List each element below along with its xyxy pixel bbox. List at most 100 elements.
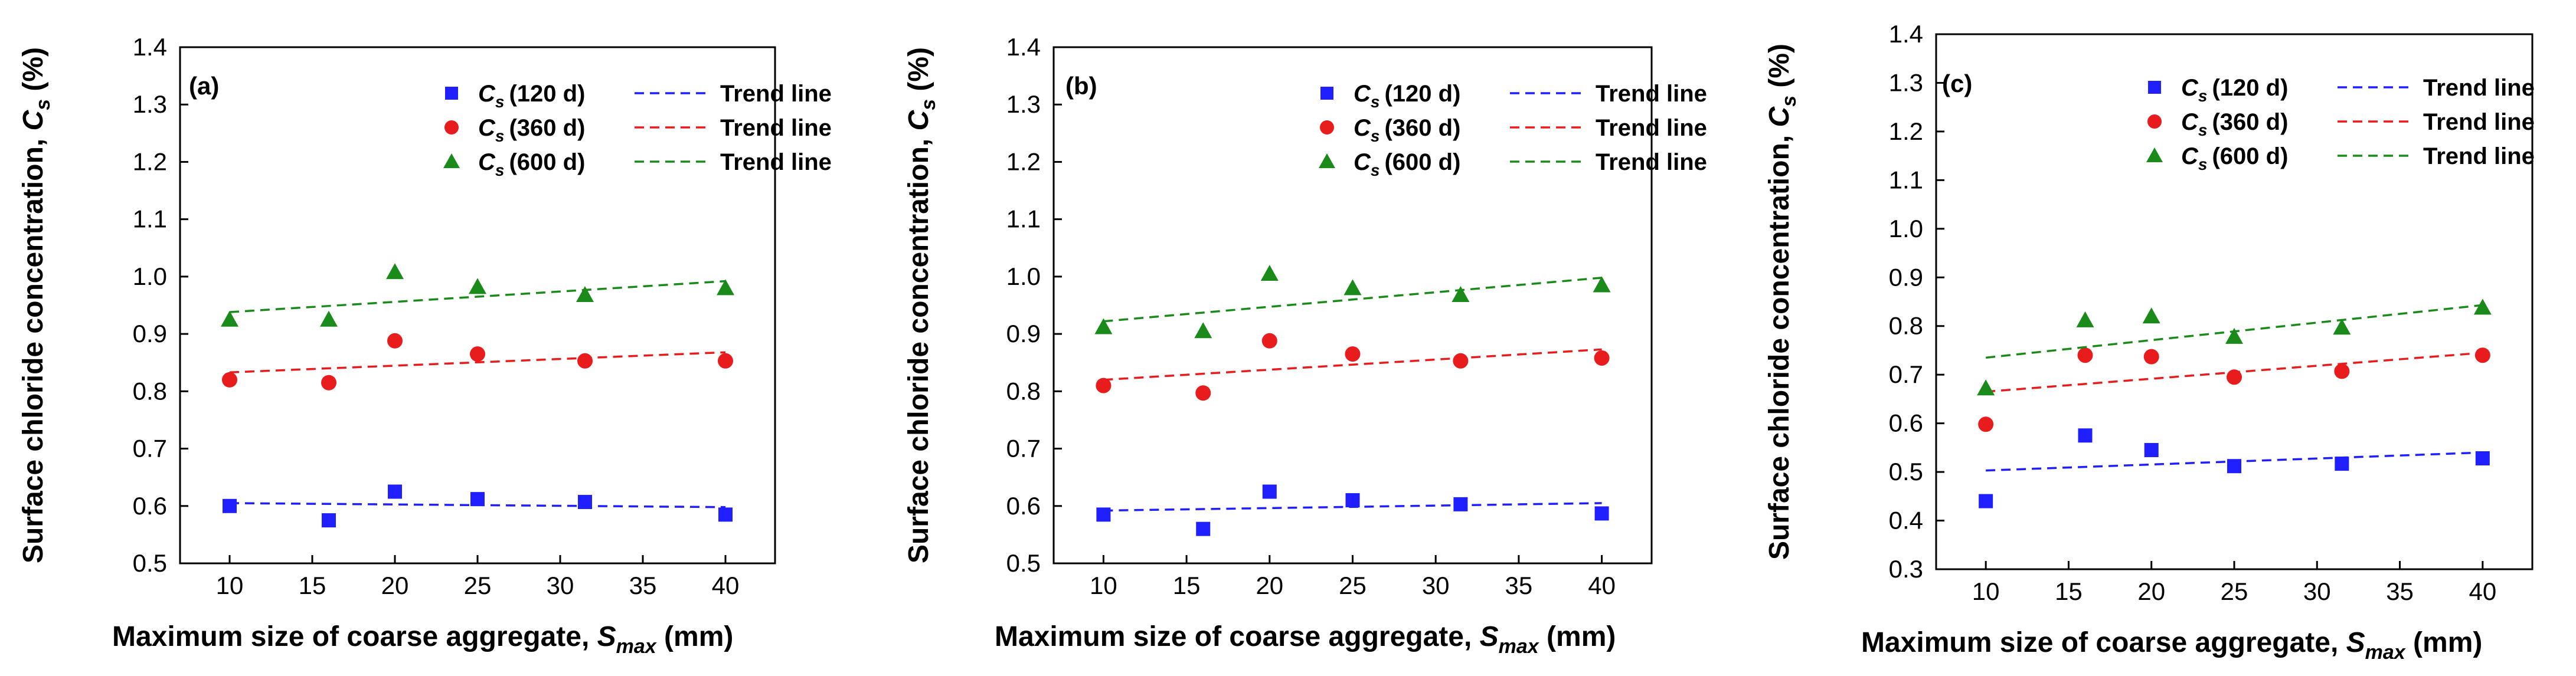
y-tick-label: 0.3 (1889, 555, 1923, 583)
y-tick-label: 1.4 (1006, 33, 1041, 61)
data-point-s600 (1343, 279, 1362, 296)
x-tick-label: 20 (2137, 577, 2165, 605)
data-point-s120 (1262, 484, 1277, 499)
legend-label-s600: Cs (600 d) (2181, 143, 2288, 173)
x-tick-label: 15 (1173, 572, 1201, 599)
x-axis-title: Maximum size of coarse aggregate, Smax (… (995, 621, 1616, 658)
x-tick-label: 40 (1588, 572, 1616, 599)
y-axis-title: Surface chloride concentration, Cs (%) (1764, 44, 1800, 560)
data-point-s360 (1594, 350, 1610, 366)
y-tick-label: 1.0 (1889, 215, 1923, 242)
data-point-s600 (221, 310, 238, 327)
data-point-s600 (1452, 286, 1470, 302)
data-point-s120 (1345, 493, 1360, 508)
y-tick-label: 1.0 (133, 262, 167, 290)
data-point-s360 (387, 333, 403, 349)
panel-label: (b) (1065, 72, 1097, 100)
y-tick-label: 0.8 (1889, 312, 1923, 340)
data-point-s120 (322, 513, 336, 528)
chart-panel-3: 10 15 20 25 30 35 40 0.3 0.4 0.5 0.6 0.7 0.8 0.9 1.0 1.… (1764, 20, 2535, 664)
x-axis-title: Maximum size of coarse aggregate, Smax (… (1861, 627, 2482, 664)
data-point-s120 (223, 498, 237, 513)
data-point-s120 (718, 507, 733, 522)
legend-trend-label: Trend line (2423, 143, 2535, 169)
data-point-s360 (222, 372, 237, 388)
legend-marker-s600 (1319, 153, 1335, 168)
x-tick-label: 10 (216, 572, 244, 599)
data-point-s600 (1094, 318, 1113, 334)
y-tick-label: 1.1 (1006, 205, 1041, 233)
x-tick-label: 30 (2303, 577, 2331, 605)
data-point-s120 (2227, 459, 2241, 474)
legend-trend-label: Trend line (1596, 149, 1707, 175)
legend-trend-label: Trend line (720, 149, 832, 175)
y-tick-label: 1.4 (133, 33, 167, 61)
legend-marker-s600 (2146, 147, 2163, 162)
data-point-s600 (386, 263, 404, 280)
data-point-s360 (2077, 347, 2093, 363)
legend-trend-label: Trend line (1596, 115, 1707, 141)
y-tick-label: 0.9 (1006, 320, 1041, 347)
y-tick-label: 0.6 (1006, 492, 1041, 520)
trend-line-s600 (229, 280, 726, 313)
data-point-s120 (388, 484, 402, 499)
y-tick-label: 0.8 (133, 377, 167, 405)
y-tick-label: 0.7 (1006, 435, 1041, 462)
y-tick-label: 1.3 (1006, 90, 1041, 118)
x-tick-label: 30 (1422, 572, 1450, 599)
y-tick-label: 0.6 (133, 492, 167, 520)
legend-marker-s120 (2148, 81, 2161, 94)
data-point-s600 (717, 279, 734, 296)
data-point-s360 (2143, 349, 2159, 365)
x-tick-label: 20 (1256, 572, 1283, 599)
data-point-s360 (321, 375, 336, 390)
x-tick-label: 30 (547, 572, 574, 599)
y-tick-label: 1.3 (133, 90, 167, 118)
data-point-s600 (2076, 311, 2094, 327)
y-tick-label: 0.6 (1889, 409, 1923, 437)
y-tick-label: 1.1 (1889, 166, 1923, 193)
y-tick-label: 0.8 (1006, 377, 1041, 405)
plot-frame (179, 46, 776, 565)
panel-label: (c) (1942, 70, 1972, 97)
x-tick-label: 35 (629, 572, 657, 599)
legend-label-s120: Cs (120 d) (2181, 75, 2288, 105)
data-point-s360 (1978, 416, 1994, 432)
data-point-s600 (576, 286, 594, 302)
trend-line-s360 (1103, 348, 1602, 381)
data-point-s360 (470, 346, 485, 362)
legend-trend-label: Trend line (1596, 81, 1707, 107)
legend-marker-s120 (445, 87, 458, 100)
x-tick-label: 40 (2469, 577, 2496, 605)
y-tick-label: 0.5 (1006, 549, 1041, 577)
y-axis-title: Surface chloride concentration, Cs (%) (903, 47, 940, 563)
legend-label-s360: Cs (360 d) (2181, 109, 2288, 139)
data-point-s120 (1196, 521, 1211, 536)
x-tick-label: 35 (2386, 577, 2414, 605)
y-axis-title: Surface chloride concentration, Cs (%) (18, 47, 54, 563)
legend-trend-label: Trend line (720, 81, 832, 107)
y-tick-label: 1.1 (133, 205, 167, 233)
data-point-s120 (2335, 457, 2349, 471)
data-point-s120 (1979, 494, 1993, 508)
y-tick-label: 0.9 (133, 320, 167, 347)
x-tick-label: 25 (2221, 577, 2248, 605)
y-tick-label: 1.3 (1889, 68, 1923, 96)
legend-label-s120: Cs (120 d) (478, 81, 585, 111)
legend-marker-s360 (444, 120, 459, 134)
legend-label-s600: Cs (600 d) (478, 149, 585, 179)
data-point-s120 (470, 492, 485, 507)
legend-label-s600: Cs (600 d) (1354, 149, 1460, 179)
y-tick-label: 1.2 (1006, 147, 1041, 175)
y-tick-label: 0.5 (133, 549, 167, 577)
data-point-s360 (1195, 385, 1211, 401)
data-point-s120 (1594, 506, 1609, 521)
data-point-s360 (2334, 363, 2350, 379)
x-tick-label: 10 (1972, 577, 2000, 605)
plot-frame (1052, 46, 1653, 565)
data-point-s600 (1260, 265, 1279, 281)
y-tick-label: 1.0 (1006, 262, 1041, 290)
x-tick-label: 15 (299, 572, 326, 599)
data-point-s600 (1593, 276, 1611, 293)
y-tick-label: 0.9 (1889, 263, 1923, 291)
